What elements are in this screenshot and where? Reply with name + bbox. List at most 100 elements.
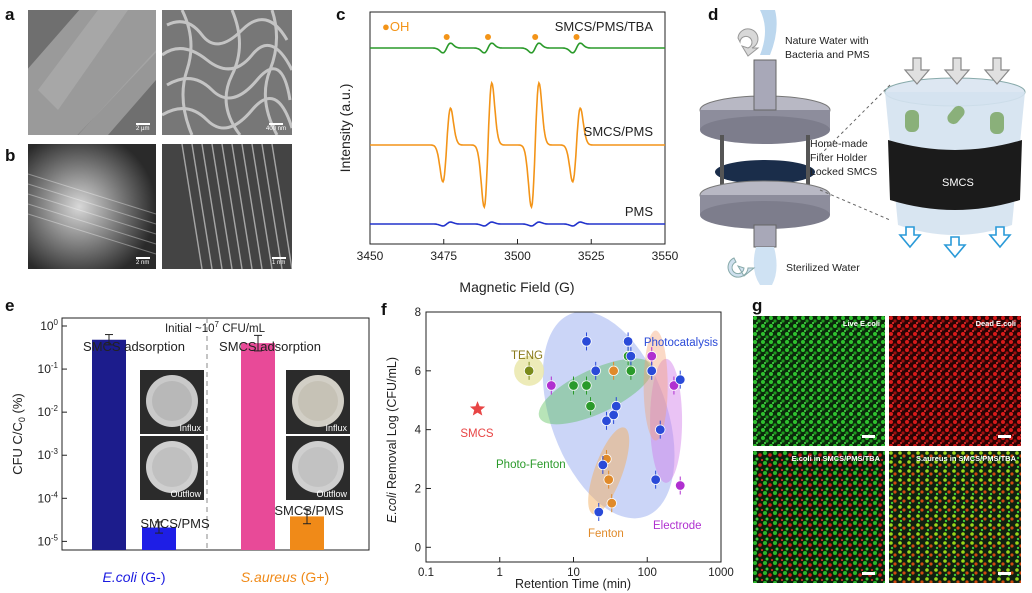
region-label-fenton: Fenton [588,528,624,540]
tem-left-texture [28,144,156,269]
filter-device-illustration: Nature Water with Bacteria and PMS Home-… [699,10,1026,285]
scatter-point-star [469,401,486,416]
scatter-point [603,474,614,485]
panel-letter-e: e [5,296,15,315]
bar-plot-frame [61,317,370,551]
epr-x-tick-label: 3525 [578,249,605,263]
scale-bar-a-right: 400 nm [266,123,286,132]
label-sterilized-water: Sterilized Water [786,262,860,274]
bar-y-tick-label: 10-3 [38,447,59,462]
plate-photo-ecoli-outflow: Outflow [140,436,204,500]
bar-y-axis-label: CFU C/C0 (%) [10,393,27,475]
inflow-arrows-icon [903,57,1011,85]
scatter-x-tick-label: 10 [567,567,580,579]
label-home-made: Home-made [810,138,868,150]
sem-nanosheet-texture [162,10,292,135]
fluorescence-saureus-tba: S.aureus in SMCS/PMS/TBA [889,451,1021,583]
scatter-point [568,380,579,391]
scatter-point [523,365,535,377]
scatter-point [593,506,604,518]
scatter-point [585,400,596,412]
scatter-point [608,365,619,377]
ecoli-tba-texture [753,451,885,583]
scatter-point [590,365,601,377]
panel-letter-b: b [5,146,16,165]
outflow-arrows-icon [898,226,1012,259]
bar-3 [241,343,275,550]
scatter-x-tick-label: 1000 [708,567,734,579]
epr-legend-oh: ●OH [382,19,409,34]
scatter-y-tick-label: 2 [415,483,421,495]
label-nature-water: Nature Water with [785,35,869,47]
scatter-point [625,365,637,377]
epr-x-tick-label: 3450 [357,249,384,263]
panel-letter-g: g [752,296,763,315]
epr-label-tba: SMCS/PMS/TBA [555,19,654,34]
scatter-point [650,474,661,485]
scatter-point [597,459,609,471]
scatter-x-axis-label: Retention Time (min) [515,577,631,591]
tem-right-texture [162,144,292,269]
panel-letter-d: d [708,5,719,24]
saureus-tba-texture [889,451,1021,583]
fluorescence-live-ecoli: Live E.coli [753,316,885,446]
scatter-point [581,380,592,391]
epr-x-axis-label: Magnetic Field (G) [459,279,574,295]
region-label-photocatalysis: Photocatalysis [644,337,718,349]
panel-letter-f: f [381,300,387,319]
sem-fiber-texture [28,10,156,135]
bar-label-ecoli-adsorption: SMCS adsorption [83,339,185,354]
region-label-teng: TENG [511,350,543,362]
plate-photo-ecoli-influx: Influx [140,370,204,434]
epr-oh-marker [485,34,491,40]
scatter-point [622,336,634,347]
scale-bar-a-left: 2 µm [136,123,150,132]
panel-letter-a: a [5,5,15,24]
scatter-x-tick-label: 0.1 [418,567,434,579]
scatter-y-tick-label: 0 [415,542,421,554]
bar-y-tick-label: 10-4 [38,490,59,505]
plate-photo-saureus-influx: Influx [286,370,350,434]
scatter-point [655,424,666,435]
plate-photo-saureus-outflow: Outflow [286,436,350,500]
scatter-y-tick-label: 4 [415,425,422,437]
smcs-nanosheet-bed [888,140,1022,210]
epr-label-smcs-pms: SMCS/PMS [584,124,654,139]
scatter-point [625,350,637,362]
label-locked-smcs: Locked SMCS [810,166,877,178]
epr-x-tick-label: 3550 [652,249,679,263]
scatter-point [646,350,657,362]
scatter-x-tick-label: 1 [497,567,503,579]
outflow-arrow-icon [727,257,756,278]
scatter-point [608,409,619,421]
tem-image-lattice-right: 1 nm [162,144,292,269]
bar-label-saureus-adsorption: SMCS adsorption [219,339,321,354]
epr-y-axis-label: Intensity (a.u.) [337,84,353,173]
scatter-point [646,365,657,377]
region-photo-fenton [538,358,653,425]
epr-x-tick-label: 3500 [504,249,531,263]
tem-image-lattice-left: 2 nm [28,144,156,269]
bacteria-reduction-bar-chart: 100 10-1 10-2 10-3 10-4 10-5 Initial ~107 CFU… [10,317,370,585]
svg-text:Outflow: Outflow [170,489,201,499]
epr-oh-marker [532,34,539,40]
svg-text:Influx: Influx [179,423,201,433]
sem-image-fiber: 2 µm [28,10,156,135]
dead-ecoli-texture [889,316,1021,446]
bar-label-saureus-pms: SMCS/PMS [274,503,344,518]
bar-1 [92,339,126,550]
inflow-arrow-icon [737,28,760,57]
water-outflow-stream [753,247,777,285]
epr-series-2 [370,80,665,210]
region-label-electrode: Electrode [653,520,702,532]
region-label-smcs: SMCS [460,428,494,440]
label-bacteria-pms: Bacteria and PMS [785,49,870,61]
epr-x-tick-label: 3475 [430,249,457,263]
group-label-saureus: S.aureus (G+) [241,569,329,585]
epr-series-1 [370,42,665,54]
scatter-point [668,380,680,391]
scale-bar-b-right: 1 nm [272,257,286,266]
fluorescence-dead-ecoli: Dead E.coli [889,316,1021,446]
scatter-point [675,480,686,491]
epr-spectra-chart: 3450 3475 3500 3525 3550 ●OH SMCS/PMS/TBA SM… [337,11,679,295]
